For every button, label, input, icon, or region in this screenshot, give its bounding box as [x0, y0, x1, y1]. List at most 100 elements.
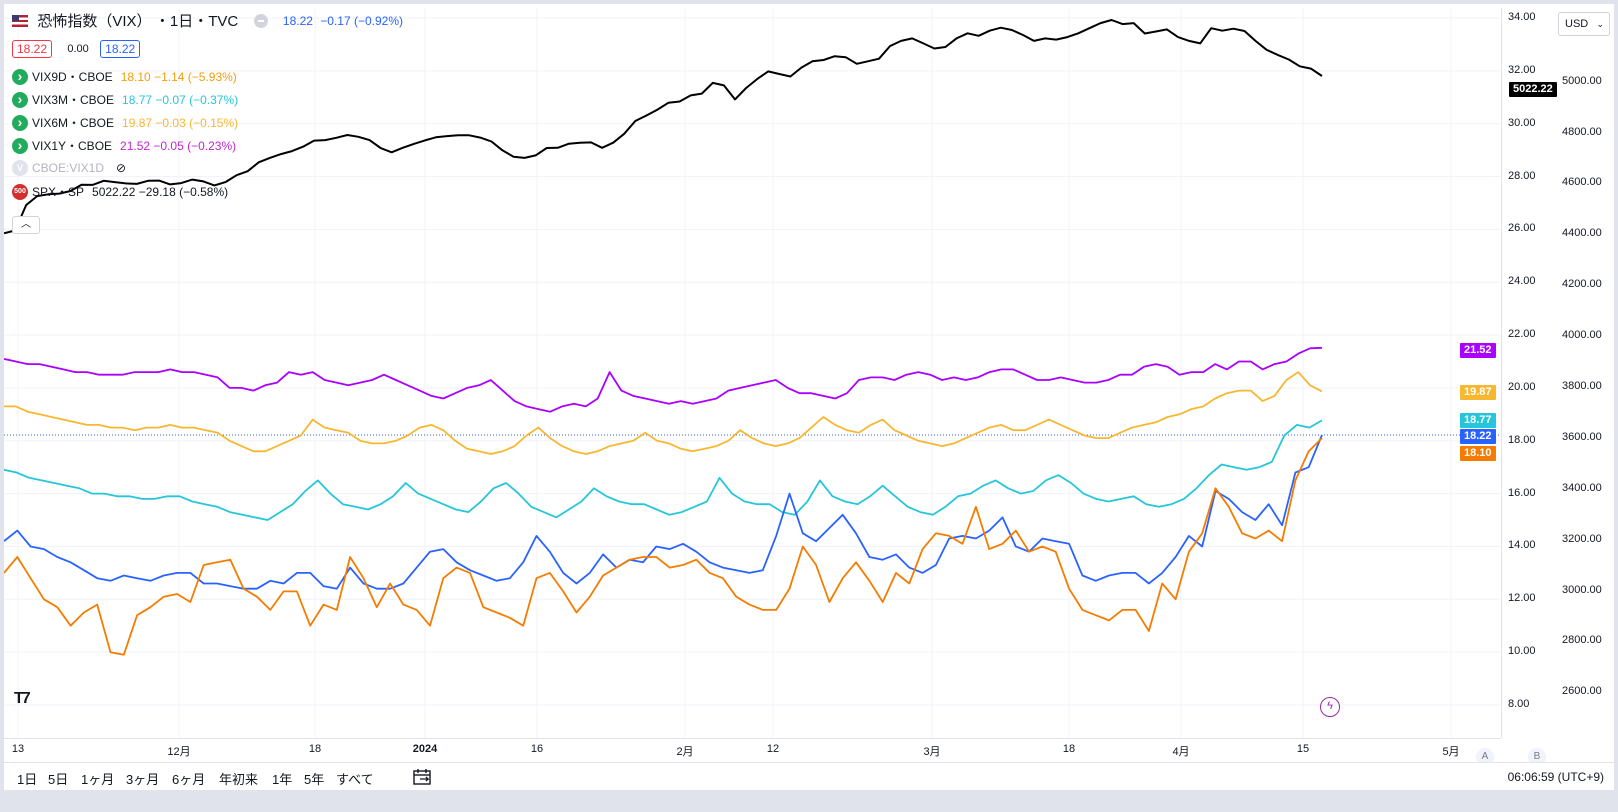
tradingview-logo-icon[interactable]: T7 — [14, 690, 31, 707]
eye-crossed-icon[interactable]: ⊘ — [116, 161, 127, 175]
time-axis-tick: 18 — [1062, 743, 1076, 755]
time-axis-tick: 3月 — [923, 746, 941, 758]
legend-symbol-name[interactable]: SPX・SP — [32, 185, 85, 199]
green-arrow-icon: › — [12, 137, 28, 154]
range-button-8[interactable]: すべて — [336, 772, 374, 787]
last-price: 18.22 — [282, 13, 313, 28]
price-flag: 5022.22 — [1509, 82, 1557, 97]
time-axis-tick: 18 — [308, 743, 322, 755]
spx-axis-tick: 4400.00 — [1562, 227, 1602, 240]
legend-symbol-name[interactable]: VIX9D・CBOE — [32, 70, 113, 84]
series-line-vix3m[interactable] — [4, 419, 1323, 521]
series-line-vix1y[interactable] — [4, 346, 1323, 413]
legend-row-vix1y[interactable]: › VIX1Y・CBOE 21.52 −0.05 (−0.23%) — [12, 137, 236, 157]
time-axis-tick: 2月 — [676, 746, 694, 758]
vix-axis-tick: 28.00 — [1508, 169, 1536, 182]
legend-symbol-value: 18.10 −1.14 (−5.93%) — [120, 69, 237, 84]
legend-symbol-value: 18.77 −0.07 (−0.37%) — [122, 92, 239, 107]
time-axis-tick: 13 — [11, 743, 25, 755]
range-button-7[interactable]: 5年 — [304, 772, 325, 787]
spx-axis-tick: 3000.00 — [1562, 583, 1602, 596]
collapse-legend-button[interactable]: ︿ — [12, 216, 40, 234]
buy-price-button[interactable]: 18.22 — [100, 40, 141, 58]
time-axis[interactable]: 13 12月 18 2024 16 2月 12 3月 18 4月 15 5月 — [4, 738, 1501, 760]
spx-axis-tick: 3200.00 — [1562, 532, 1602, 545]
spread-value: 0.00 — [67, 43, 89, 55]
green-arrow-icon: › — [12, 91, 28, 108]
log-scale-button[interactable]: B — [1528, 748, 1546, 766]
chart-grid — [4, 8, 1501, 738]
series-line-spx[interactable] — [4, 19, 1323, 235]
range-button-4[interactable]: 6ヶ月 — [172, 772, 206, 787]
time-axis-tick: 15 — [1296, 743, 1310, 755]
symbol-interval[interactable]: ・1日・TVC — [154, 13, 239, 30]
sp500-logo-icon: 500 — [12, 183, 28, 200]
chart-plot[interactable] — [4, 8, 1501, 738]
spx-axis-tick: 2800.00 — [1562, 634, 1602, 647]
range-button-1[interactable]: 5日 — [48, 772, 69, 787]
hidden-eye-icon: V — [12, 160, 28, 176]
spx-axis-tick: 4000.00 — [1562, 329, 1602, 342]
vix-axis-tick: 24.00 — [1508, 275, 1536, 288]
legend-symbol-name[interactable]: CBOE:VIX1D — [32, 161, 105, 175]
currency-select[interactable]: USD ⌄ — [1558, 12, 1610, 36]
series-line-vix6m[interactable] — [4, 371, 1323, 455]
price-axis[interactable]: 34.00 32.00 30.00 28.00 26.00 24.00 22.00 20.00… — [1460, 8, 1611, 738]
legend-symbol-name[interactable]: VIX6M・CBOE — [32, 116, 115, 130]
vix-axis-tick: 18.00 — [1508, 433, 1536, 446]
price-flag: 21.52 — [1460, 343, 1496, 358]
spx-axis-tick: 3800.00 — [1562, 379, 1602, 392]
legend-row-vix3m[interactable]: › VIX3M・CBOE 18.77 −0.07 (−0.37%) — [12, 91, 238, 111]
range-button-0[interactable]: 1日 — [17, 772, 38, 787]
time-axis-tick: 12月 — [167, 746, 191, 758]
vix-axis-tick: 26.00 — [1508, 222, 1536, 235]
bid-ask-row: 18.22 0.00 18.22 — [12, 40, 144, 60]
main-symbol-row[interactable]: 恐怖指数（VIX） ・1日・TVC 18.22 −0.17 (−0.92%) — [12, 10, 403, 30]
spx-axis-tick: 4200.00 — [1562, 278, 1602, 291]
vix-axis-tick: 14.00 — [1508, 539, 1536, 552]
legend-row-spx[interactable]: 500 SPX・SP 5022.22 −29.18 (−0.58%) — [12, 183, 228, 203]
vix-axis-tick: 20.00 — [1508, 380, 1536, 393]
chart-pane[interactable] — [4, 8, 1501, 738]
go-to-date-icon[interactable] — [412, 767, 434, 787]
legend-symbol-name[interactable]: VIX1Y・CBOE — [32, 139, 113, 153]
series-line-vix9d[interactable] — [4, 437, 1323, 656]
time-axis-tick: 4月 — [1172, 746, 1190, 758]
vix-axis-tick: 12.00 — [1508, 592, 1536, 605]
spx-axis-tick: 4800.00 — [1562, 125, 1602, 138]
legend-row-vix6m[interactable]: › VIX6M・CBOE 19.87 −0.03 (−0.15%) — [12, 114, 238, 134]
price-flag: 19.87 — [1460, 385, 1496, 400]
legend-row-vix1d[interactable]: V CBOE:VIX1D ⊘ — [12, 160, 126, 180]
legend-row-vix9d[interactable]: › VIX9D・CBOE 18.10 −1.14 (−5.93%) — [12, 68, 237, 88]
symbol-title[interactable]: 恐怖指数（VIX） — [37, 13, 152, 30]
vix-axis-tick: 10.00 — [1508, 645, 1536, 658]
legend-symbol-value: 5022.22 −29.18 (−0.58%) — [92, 184, 229, 199]
time-axis-tick: 2024 — [412, 743, 438, 755]
chevron-down-icon: ⌄ — [1596, 19, 1604, 29]
us-flag-icon — [12, 14, 28, 27]
price-change: −0.17 (−0.92%) — [320, 13, 404, 28]
bottom-toolbar: 1日 5日 1ヶ月 3ヶ月 6ヶ月 年初来 1年 5年 すべて 06:06:59 (UTC+9) — [4, 762, 1614, 790]
spx-axis-tick: 2600.00 — [1562, 685, 1602, 698]
price-flag: 18.10 — [1460, 446, 1496, 461]
range-button-3[interactable]: 3ヶ月 — [126, 772, 160, 787]
currency-label: USD — [1565, 18, 1589, 30]
price-flag: 18.22 — [1460, 429, 1496, 444]
vix-axis-tick: 34.00 — [1508, 11, 1536, 23]
time-axis-tick: 12 — [766, 743, 780, 755]
sell-price-button[interactable]: 18.22 — [12, 40, 53, 58]
lightning-icon[interactable]: ϟ — [1320, 697, 1340, 717]
legend-symbol-value: 21.52 −0.05 (−0.23%) — [120, 138, 237, 153]
range-button-2[interactable]: 1ヶ月 — [81, 772, 115, 787]
legend-symbol-name[interactable]: VIX3M・CBOE — [32, 93, 115, 107]
spx-axis-tick: 5000.00 — [1562, 74, 1602, 87]
time-axis-tick: 5月 — [1442, 746, 1460, 758]
green-arrow-icon: › — [12, 68, 28, 85]
range-button-5[interactable]: 年初来 — [219, 772, 259, 787]
utc-clock[interactable]: 06:06:59 (UTC+9) — [1507, 770, 1604, 784]
auto-scale-button[interactable]: A — [1476, 748, 1494, 766]
spx-axis-tick: 4600.00 — [1562, 176, 1602, 189]
series-line-vix[interactable] — [4, 434, 1323, 590]
range-button-6[interactable]: 1年 — [272, 772, 293, 787]
